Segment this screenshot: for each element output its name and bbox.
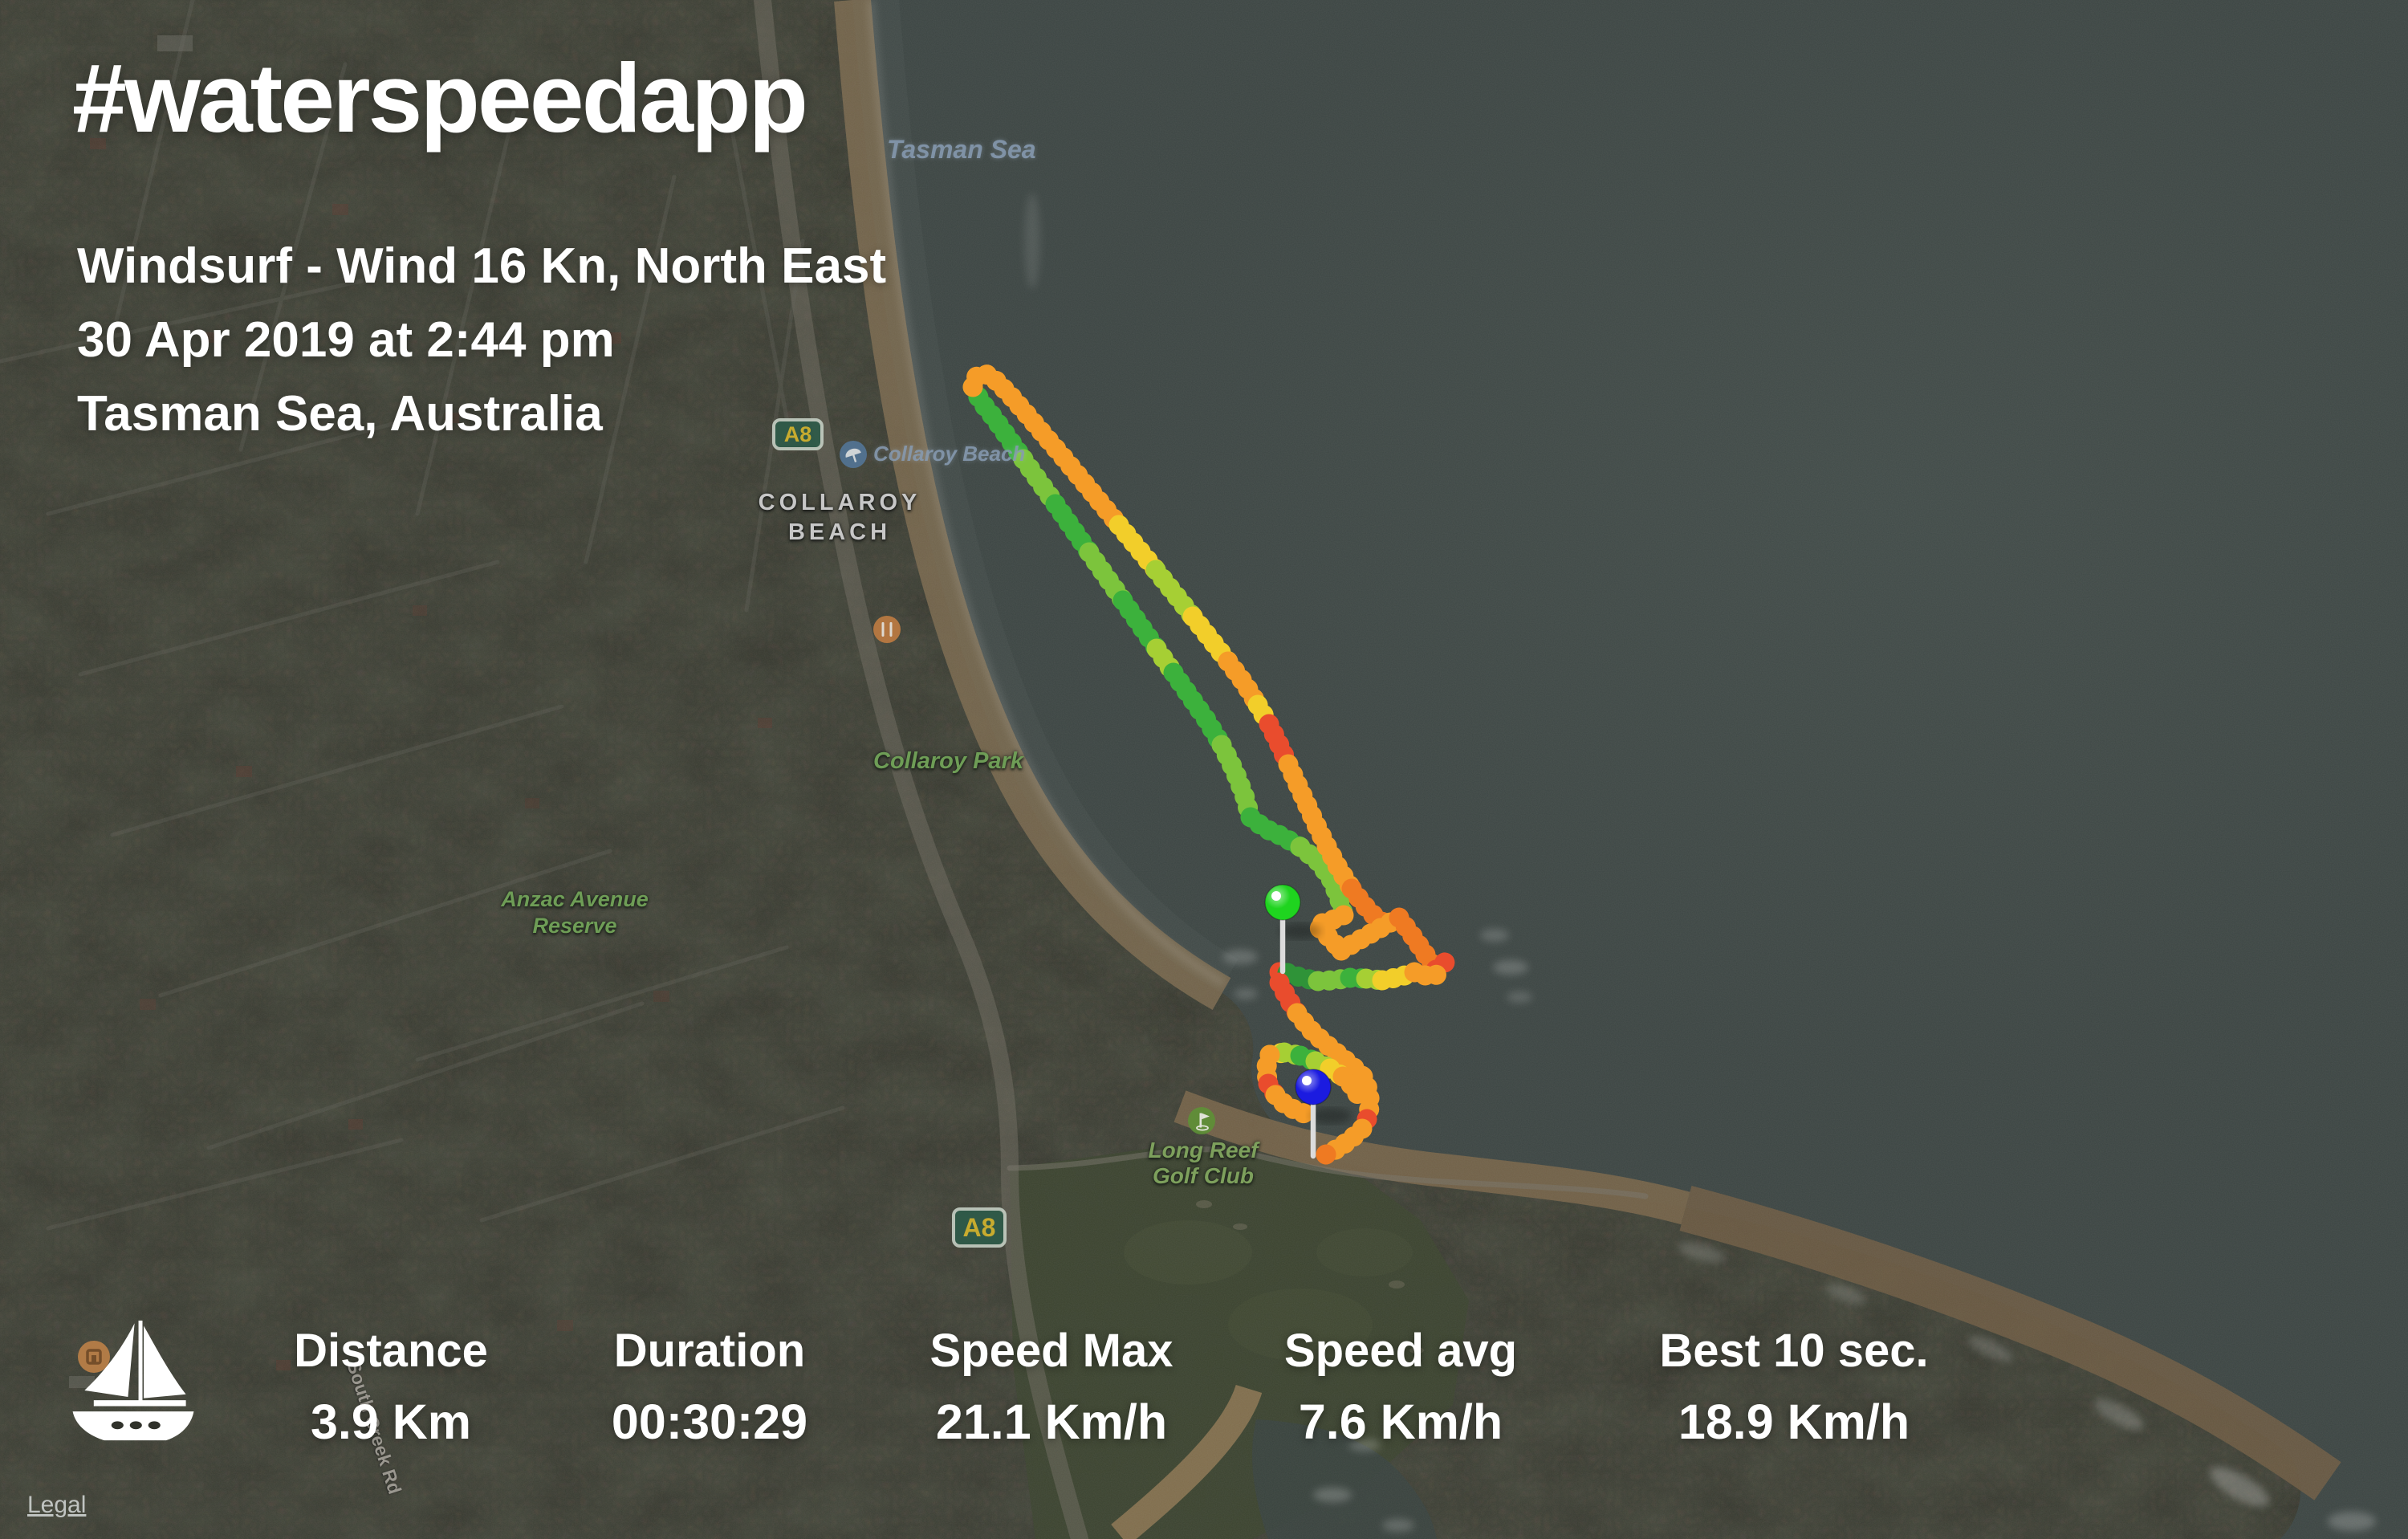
map-label-collaroy-beach-poi: Collaroy Beach <box>873 442 1026 466</box>
session-subtitle: Windsurf - Wind 16 Kn, North East 30 Apr… <box>77 230 886 451</box>
session-type-wind: Windsurf - Wind 16 Kn, North East <box>77 238 887 294</box>
route-shield-a8-south: A8 <box>952 1207 1007 1248</box>
beach-umbrella-icon <box>840 441 867 468</box>
stat-distance: Distance 3.9 Km <box>294 1325 488 1449</box>
map-label-anzac-reserve: Anzac Avenue Reserve <box>501 887 649 938</box>
sailboat-logo-icon <box>67 1317 199 1452</box>
map-pins <box>1264 884 1352 1159</box>
session-datetime: 30 Apr 2019 at 2:44 pm <box>77 312 615 368</box>
map-label-long-reef-golf: Long Reef Golf Club <box>1148 1138 1259 1188</box>
restaurant-icon <box>873 616 901 643</box>
session-location: Tasman Sea, Australia <box>77 386 603 442</box>
gps-track <box>962 363 1456 1167</box>
shop-icon <box>78 1341 110 1373</box>
map-label-collaroy-park: Collaroy Park <box>873 748 1023 774</box>
stat-best-10-sec: Best 10 sec. 18.9 Km/h <box>1659 1325 1929 1449</box>
start-pin <box>1264 884 1321 975</box>
page-title: #waterspeedapp <box>72 43 808 153</box>
route-shield-a8-north: A8 <box>772 418 824 450</box>
stat-duration: Duration 00:30:29 <box>611 1325 808 1449</box>
map-label-collaroy-beach-suburb: COLLAROY BEACH <box>758 490 921 545</box>
stat-speed-avg: Speed avg 7.6 Km/h <box>1283 1325 1518 1449</box>
legal-link[interactable]: Legal <box>27 1492 87 1518</box>
map-label-tasman-sea: Tasman Sea <box>887 135 1036 164</box>
golf-icon <box>1188 1107 1215 1134</box>
poi-icons <box>78 441 1215 1373</box>
end-pin <box>1295 1069 1352 1159</box>
stat-speed-max: Speed Max 21.1 Km/h <box>929 1325 1173 1449</box>
